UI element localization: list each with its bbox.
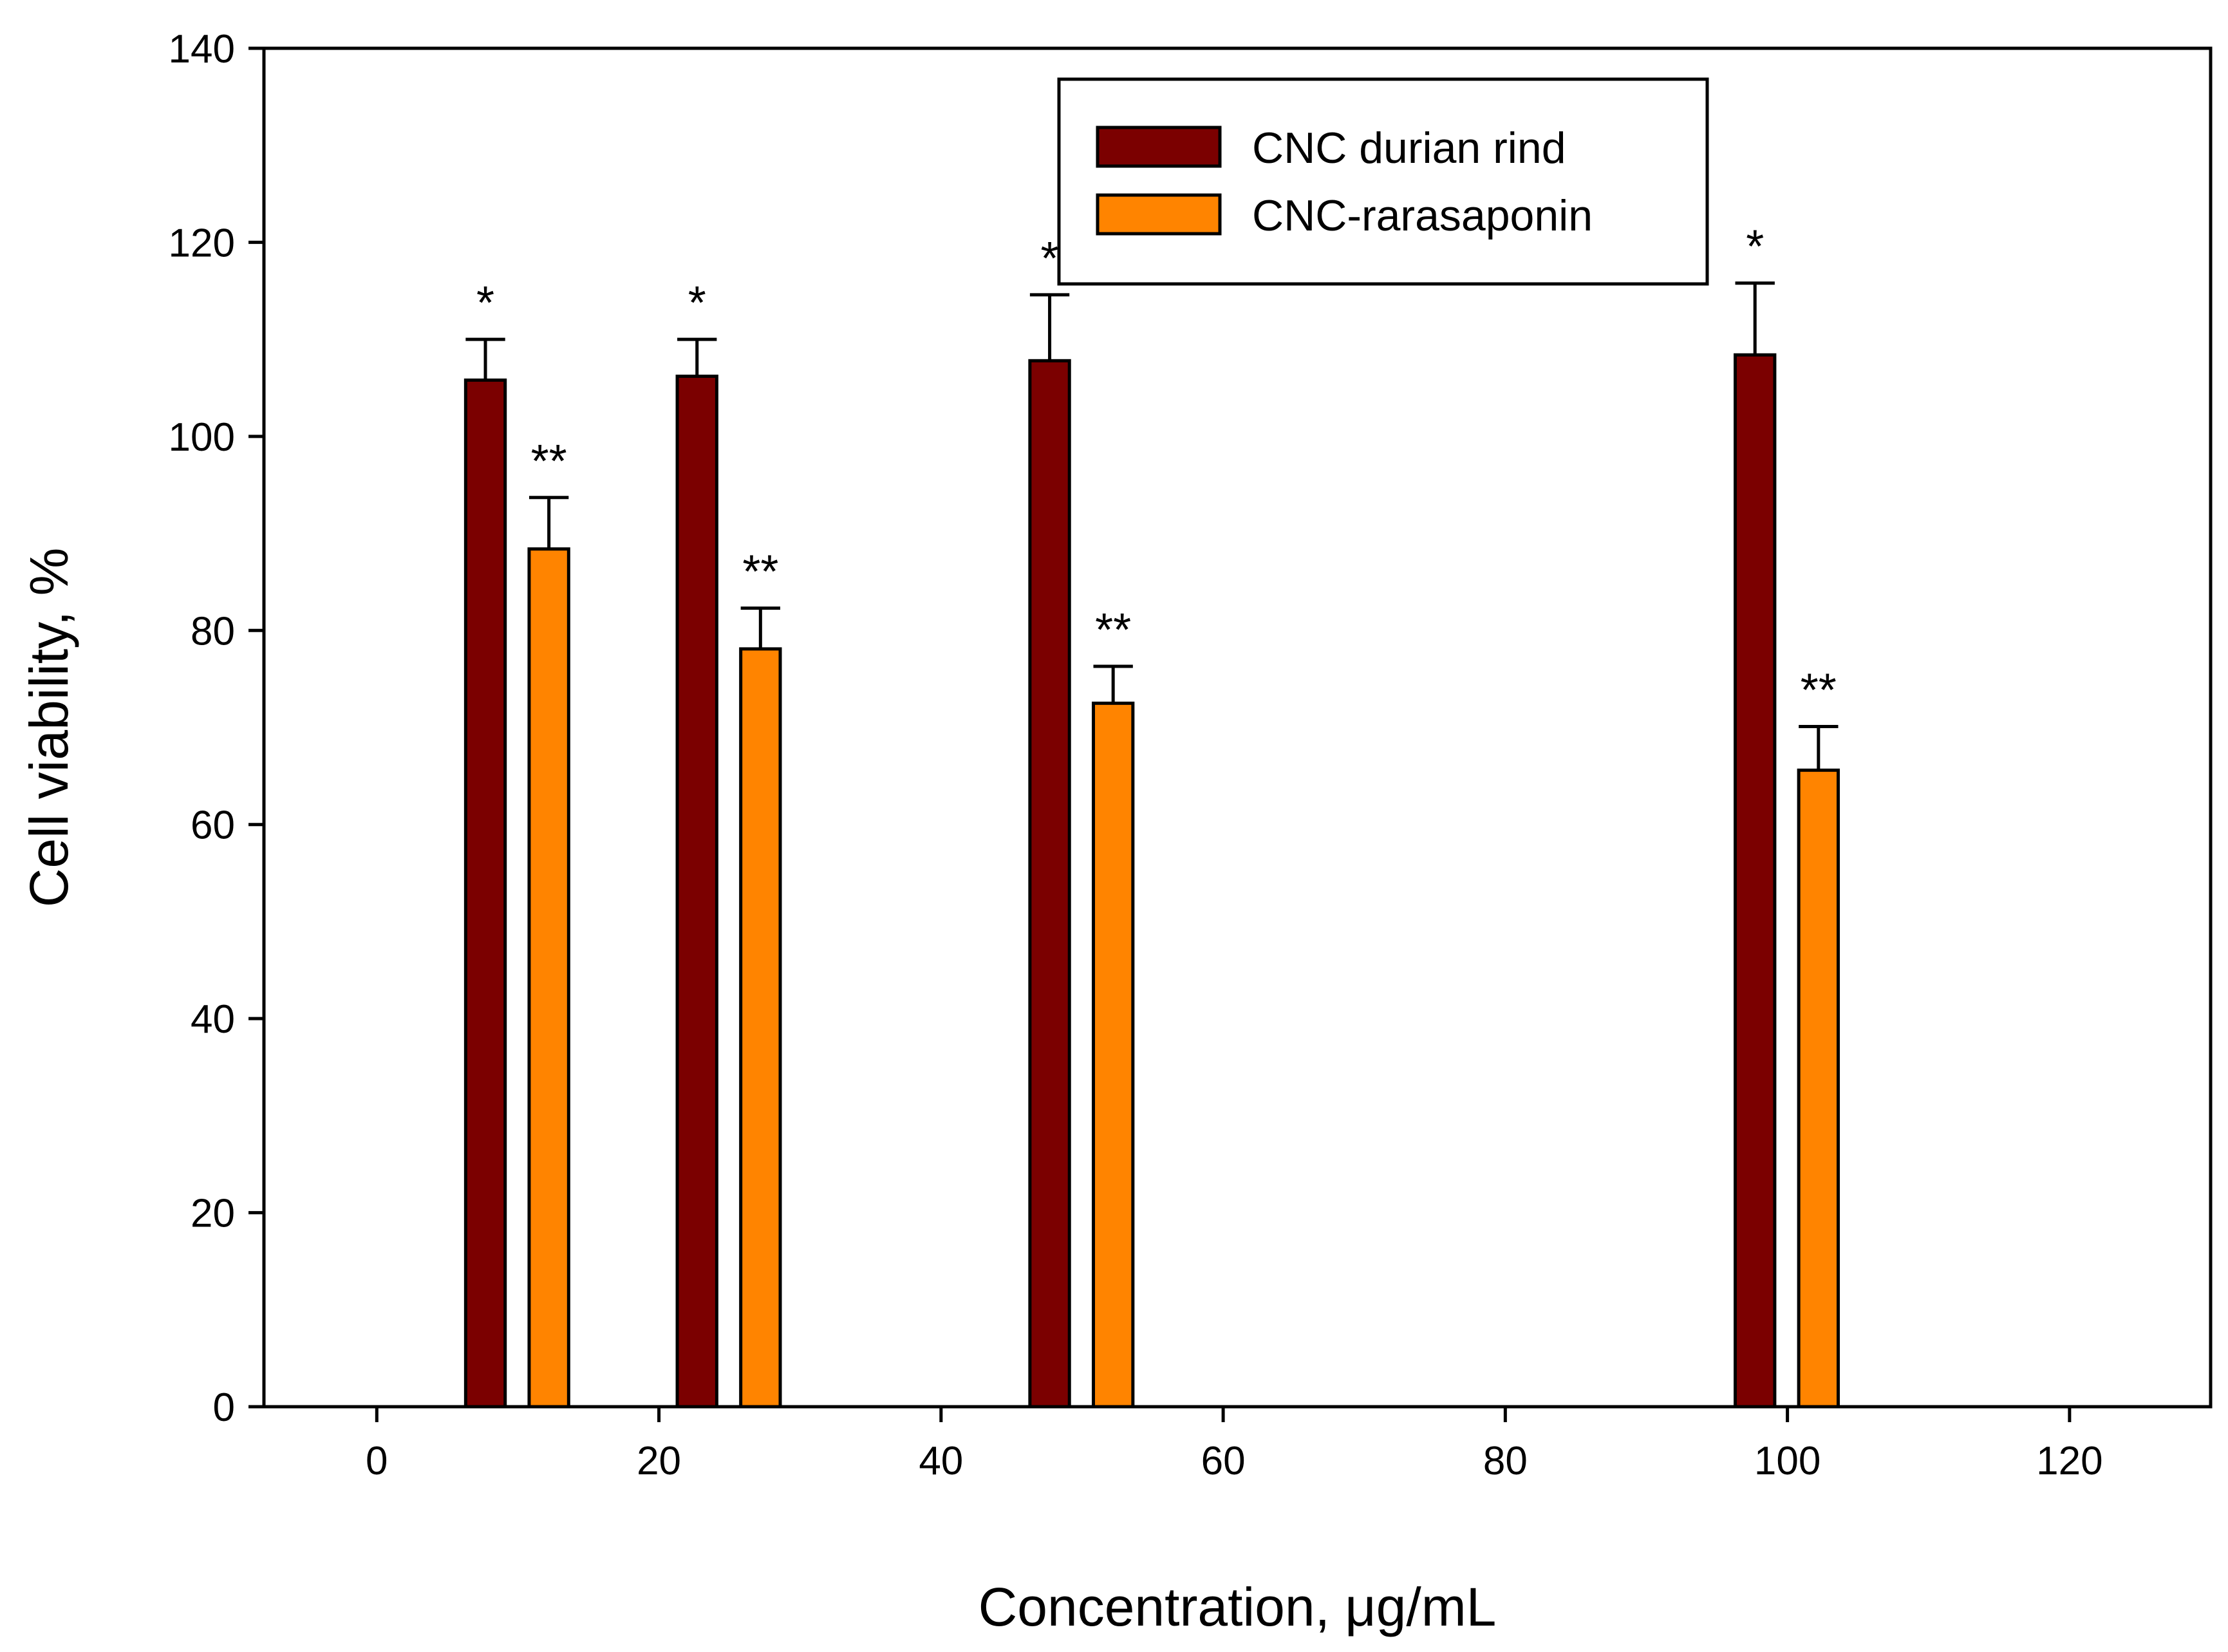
bar-cnc-durian-rind: [463, 378, 507, 1409]
legend-box: [1057, 77, 1709, 286]
bar-cnc-rarasaponin: [739, 647, 782, 1409]
bar-cnc-rarasaponin: [1797, 768, 1840, 1409]
bars: * ** *********: [463, 221, 1840, 1409]
x-tick-label: 120: [2036, 1439, 2102, 1483]
bar-cnc-durian-rind: [1028, 359, 1071, 1409]
significance-marker: *: [476, 277, 494, 329]
y-tick-label: 100: [169, 415, 235, 460]
y-tick-label: 140: [169, 27, 235, 71]
significance-marker: **: [531, 436, 567, 487]
x-axis-title: Concentration, μg/mL: [978, 1577, 1497, 1637]
x-tick-label: 100: [1754, 1439, 1821, 1483]
x-tick-label: 0: [366, 1439, 388, 1483]
legend-swatch-cnc-durian-rind: [1096, 126, 1222, 168]
legend: CNC durian rind CNC-rarasaponin: [1057, 77, 1709, 286]
bar-cnc-durian-rind: [675, 374, 718, 1409]
y-tick-label: 60: [191, 803, 235, 848]
significance-marker: *: [1041, 233, 1059, 285]
y-tick-label: 120: [169, 221, 235, 265]
y-axis-title: Cell viability, %: [19, 548, 79, 908]
significance-marker: **: [1801, 664, 1837, 716]
x-tick-label: 60: [1201, 1439, 1246, 1483]
x-tick-label: 20: [637, 1439, 681, 1483]
significance-marker: *: [688, 277, 706, 329]
axes: 0 20 40 60 80 100 120 140 0 20 40 60 80 100 120: [169, 27, 2103, 1483]
y-tick-label: 0: [213, 1385, 235, 1430]
plot-frame: [262, 46, 2213, 1409]
significance-marker: *: [1746, 221, 1764, 273]
y-tick-label: 20: [191, 1192, 235, 1236]
legend-swatch-cnc-rarasaponin: [1096, 193, 1222, 236]
bar-cnc-rarasaponin: [1091, 701, 1135, 1409]
legend-label-cnc-rarasaponin: CNC-rarasaponin: [1252, 191, 1593, 240]
bar-cnc-rarasaponin: [527, 547, 570, 1409]
x-tick-label: 80: [1483, 1439, 1528, 1483]
significance-marker: **: [742, 547, 778, 598]
x-tick-label: 40: [919, 1439, 963, 1483]
bar-cnc-durian-rind: [1734, 353, 1777, 1409]
y-tick-label: 80: [191, 609, 235, 653]
y-tick-label: 40: [191, 997, 235, 1042]
significance-marker: **: [1095, 605, 1131, 656]
legend-label-cnc-durian-rind: CNC durian rind: [1252, 124, 1566, 173]
